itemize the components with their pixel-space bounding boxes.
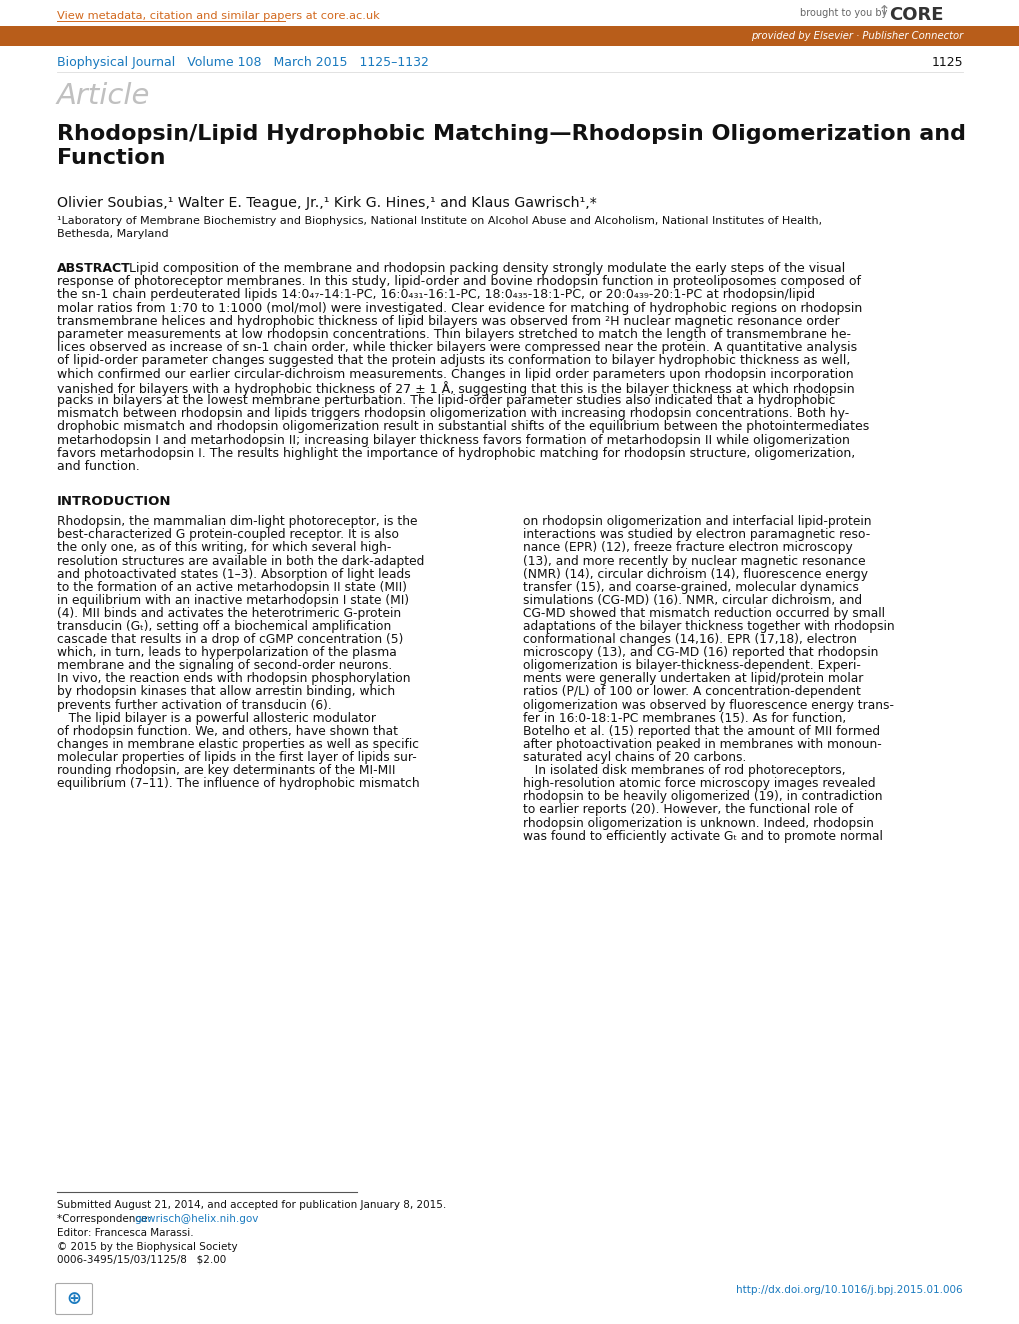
Text: and function.: and function. (57, 459, 140, 473)
Text: INTRODUCTION: INTRODUCTION (57, 495, 171, 508)
Text: in equilibrium with an inactive metarhodopsin I state (MI): in equilibrium with an inactive metarhod… (57, 593, 409, 606)
Text: Submitted August 21, 2014, and accepted for publication January 8, 2015.: Submitted August 21, 2014, and accepted … (57, 1200, 446, 1210)
Text: fer in 16:0-18:1-PC membranes (15). As for function,: fer in 16:0-18:1-PC membranes (15). As f… (523, 712, 846, 724)
Text: The lipid bilayer is a powerful allosteric modulator: The lipid bilayer is a powerful alloster… (57, 712, 376, 724)
Text: metarhodopsin I and metarhodopsin II; increasing bilayer thickness favors format: metarhodopsin I and metarhodopsin II; in… (57, 433, 849, 446)
Text: conformational changes (14,16). EPR (17,18), electron: conformational changes (14,16). EPR (17,… (523, 633, 856, 646)
Text: which, in turn, leads to hyperpolarization of the plasma: which, in turn, leads to hyperpolarizati… (57, 646, 396, 659)
Text: rounding rhodopsin, are key determinants of the MI-MII: rounding rhodopsin, are key determinants… (57, 764, 395, 777)
Text: parameter measurements at low rhodopsin concentrations. Thin bilayers stretched : parameter measurements at low rhodopsin … (57, 328, 850, 342)
Text: microscopy (13), and CG-MD (16) reported that rhodopsin: microscopy (13), and CG-MD (16) reported… (523, 646, 877, 659)
Text: Rhodopsin/Lipid Hydrophobic Matching—Rhodopsin Oligomerization and: Rhodopsin/Lipid Hydrophobic Matching—Rho… (57, 124, 965, 144)
Text: ¹Laboratory of Membrane Biochemistry and Biophysics, National Institute on Alcoh: ¹Laboratory of Membrane Biochemistry and… (57, 216, 821, 226)
Text: ↑: ↑ (877, 4, 890, 19)
Text: *Correspondence:: *Correspondence: (57, 1214, 154, 1223)
Text: drophobic mismatch and rhodopsin oligomerization result in substantial shifts of: drophobic mismatch and rhodopsin oligome… (57, 421, 868, 433)
Text: transducin (Gₜ), setting off a biochemical amplification: transducin (Gₜ), setting off a biochemic… (57, 620, 391, 633)
Text: interactions was studied by electron paramagnetic reso-: interactions was studied by electron par… (523, 528, 869, 542)
Text: after photoactivation peaked in membranes with monoun-: after photoactivation peaked in membrane… (523, 737, 880, 751)
Text: and photoactivated states (1–3). Absorption of light leads: and photoactivated states (1–3). Absorpt… (57, 568, 411, 581)
Text: mismatch between rhodopsin and lipids triggers rhodopsin oligomerization with in: mismatch between rhodopsin and lipids tr… (57, 408, 849, 420)
Text: Bethesda, Maryland: Bethesda, Maryland (57, 229, 168, 240)
Text: of lipid-order parameter changes suggested that the protein adjusts its conforma: of lipid-order parameter changes suggest… (57, 355, 850, 367)
Text: prevents further activation of transducin (6).: prevents further activation of transduci… (57, 699, 331, 711)
Text: (NMR) (14), circular dichroism (14), fluorescence energy: (NMR) (14), circular dichroism (14), flu… (523, 568, 867, 581)
Text: oligomerization is bilayer-thickness-dependent. Experi-: oligomerization is bilayer-thickness-dep… (523, 659, 860, 673)
Text: Article: Article (57, 82, 150, 110)
Text: response of photoreceptor membranes. In this study, lipid-order and bovine rhodo: response of photoreceptor membranes. In … (57, 275, 860, 289)
Text: was found to efficiently activate Gₜ and to promote normal: was found to efficiently activate Gₜ and… (523, 830, 882, 842)
Text: vanished for bilayers with a hydrophobic thickness of 27 ± 1 Å, suggesting that : vanished for bilayers with a hydrophobic… (57, 381, 854, 396)
Text: the sn-1 chain perdeuterated lipids 14:0₄₇-14:1-PC, 16:0₄₃₁-16:1-PC, 18:0₄₃₅-18:: the sn-1 chain perdeuterated lipids 14:0… (57, 289, 814, 302)
Text: View metadata, citation and similar papers at core.ac.uk: View metadata, citation and similar pape… (57, 11, 379, 21)
Text: gawrisch@helix.nih.gov: gawrisch@helix.nih.gov (133, 1214, 258, 1223)
Text: saturated acyl chains of 20 carbons.: saturated acyl chains of 20 carbons. (523, 751, 746, 764)
Text: to earlier reports (20). However, the functional role of: to earlier reports (20). However, the fu… (523, 804, 852, 817)
Text: best-characterized G protein-coupled receptor. It is also: best-characterized G protein-coupled rec… (57, 528, 398, 542)
Text: transmembrane helices and hydrophobic thickness of lipid bilayers was observed f: transmembrane helices and hydrophobic th… (57, 315, 839, 328)
Text: favors metarhodopsin I. The results highlight the importance of hydrophobic matc: favors metarhodopsin I. The results high… (57, 446, 854, 459)
Text: Olivier Soubias,¹ Walter E. Teague, Jr.,¹ Kirk G. Hines,¹ and Klaus Gawrisch¹,*: Olivier Soubias,¹ Walter E. Teague, Jr.,… (57, 196, 596, 211)
Text: rhodopsin oligomerization is unknown. Indeed, rhodopsin: rhodopsin oligomerization is unknown. In… (523, 817, 873, 830)
Text: Lipid composition of the membrane and rhodopsin packing density strongly modulat: Lipid composition of the membrane and rh… (128, 262, 845, 275)
Text: molar ratios from 1:70 to 1:1000 (mol/mol) were investigated. Clear evidence for: molar ratios from 1:70 to 1:1000 (mol/mo… (57, 302, 861, 315)
Text: 1125: 1125 (930, 56, 962, 69)
Text: molecular properties of lipids in the first layer of lipids sur-: molecular properties of lipids in the fi… (57, 751, 417, 764)
Text: (13), and more recently by nuclear magnetic resonance: (13), and more recently by nuclear magne… (523, 555, 865, 568)
Text: nance (EPR) (12), freeze fracture electron microscopy: nance (EPR) (12), freeze fracture electr… (523, 542, 852, 555)
Text: cascade that results in a drop of cGMP concentration (5): cascade that results in a drop of cGMP c… (57, 633, 403, 646)
Text: lices observed as increase of sn-1 chain order, while thicker bilayers were comp: lices observed as increase of sn-1 chain… (57, 342, 856, 355)
Text: transfer (15), and coarse-grained, molecular dynamics: transfer (15), and coarse-grained, molec… (523, 581, 858, 593)
Text: of rhodopsin function. We, and others, have shown that: of rhodopsin function. We, and others, h… (57, 724, 397, 737)
Text: http://dx.doi.org/10.1016/j.bpj.2015.01.006: http://dx.doi.org/10.1016/j.bpj.2015.01.… (736, 1286, 962, 1295)
Text: ⊕: ⊕ (66, 1290, 82, 1308)
Text: © 2015 by the Biophysical Society: © 2015 by the Biophysical Society (57, 1242, 237, 1253)
Text: Rhodopsin, the mammalian dim-light photoreceptor, is the: Rhodopsin, the mammalian dim-light photo… (57, 515, 417, 528)
Text: CORE: CORE (889, 7, 943, 24)
Text: high-resolution atomic force microscopy images revealed: high-resolution atomic force microscopy … (523, 777, 874, 790)
Text: resolution structures are available in both the dark-adapted: resolution structures are available in b… (57, 555, 424, 568)
Text: equilibrium (7–11). The influence of hydrophobic mismatch: equilibrium (7–11). The influence of hyd… (57, 777, 419, 790)
Text: Biophysical Journal   Volume 108   March 2015   1125–1132: Biophysical Journal Volume 108 March 201… (57, 56, 428, 69)
Text: simulations (CG-MD) (16). NMR, circular dichroism, and: simulations (CG-MD) (16). NMR, circular … (523, 593, 861, 606)
Text: oligomerization was observed by fluorescence energy trans-: oligomerization was observed by fluoresc… (523, 699, 893, 711)
Text: on rhodopsin oligomerization and interfacial lipid-protein: on rhodopsin oligomerization and interfa… (523, 515, 870, 528)
Text: adaptations of the bilayer thickness together with rhodopsin: adaptations of the bilayer thickness tog… (523, 620, 894, 633)
Text: In isolated disk membranes of rod photoreceptors,: In isolated disk membranes of rod photor… (523, 764, 845, 777)
Text: In vivo, the reaction ends with rhodopsin phosphorylation: In vivo, the reaction ends with rhodopsi… (57, 673, 410, 686)
Text: packs in bilayers at the lowest membrane perturbation. The lipid-order parameter: packs in bilayers at the lowest membrane… (57, 395, 835, 406)
Text: provided by Elsevier · Publisher Connector: provided by Elsevier · Publisher Connect… (750, 30, 962, 41)
Text: which confirmed our earlier circular-dichroism measurements. Changes in lipid or: which confirmed our earlier circular-dic… (57, 368, 853, 380)
Text: Editor: Francesca Marassi.: Editor: Francesca Marassi. (57, 1227, 194, 1238)
Text: brought to you by: brought to you by (799, 8, 887, 19)
Text: Function: Function (57, 148, 165, 168)
Text: membrane and the signaling of second-order neurons.: membrane and the signaling of second-ord… (57, 659, 392, 673)
Text: 0006-3495/15/03/1125/8   $2.00: 0006-3495/15/03/1125/8 $2.00 (57, 1254, 226, 1264)
FancyBboxPatch shape (55, 1283, 93, 1315)
Text: CG-MD showed that mismatch reduction occurred by small: CG-MD showed that mismatch reduction occ… (523, 606, 884, 620)
Text: Botelho et al. (15) reported that the amount of MII formed: Botelho et al. (15) reported that the am… (523, 724, 879, 737)
Text: the only one, as of this writing, for which several high-: the only one, as of this writing, for wh… (57, 542, 391, 555)
Text: by rhodopsin kinases that allow arrestin binding, which: by rhodopsin kinases that allow arrestin… (57, 686, 394, 699)
Text: changes in membrane elastic properties as well as specific: changes in membrane elastic properties a… (57, 737, 419, 751)
Bar (0, 26, 1019, 46)
Text: to the formation of an active metarhodopsin II state (MII): to the formation of an active metarhodop… (57, 581, 407, 593)
Text: (4). MII binds and activates the heterotrimeric G-protein: (4). MII binds and activates the heterot… (57, 606, 400, 620)
Text: rhodopsin to be heavily oligomerized (19), in contradiction: rhodopsin to be heavily oligomerized (19… (523, 790, 881, 804)
Text: ratios (P/L) of 100 or lower. A concentration-dependent: ratios (P/L) of 100 or lower. A concentr… (523, 686, 860, 699)
Text: ments were generally undertaken at lipid/protein molar: ments were generally undertaken at lipid… (523, 673, 862, 686)
Text: ABSTRACT: ABSTRACT (57, 262, 130, 275)
